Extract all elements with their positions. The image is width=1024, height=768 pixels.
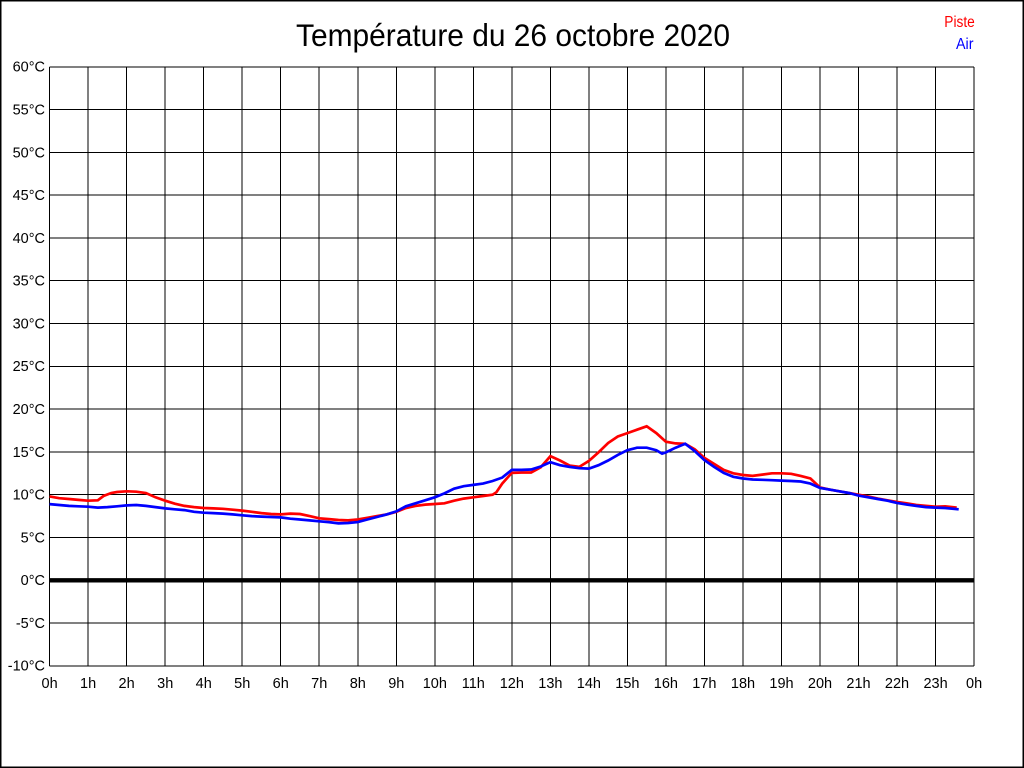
svg-text:21h: 21h (846, 676, 870, 692)
svg-text:Température du 26 octobre 2020: Température du 26 octobre 2020 (296, 17, 730, 53)
svg-text:35°C: 35°C (13, 274, 45, 290)
svg-text:15h: 15h (615, 676, 639, 692)
svg-text:12h: 12h (500, 676, 524, 692)
svg-text:25°C: 25°C (13, 359, 45, 375)
svg-text:7h: 7h (311, 676, 327, 692)
svg-text:50°C: 50°C (13, 145, 45, 161)
svg-text:0h: 0h (966, 676, 982, 692)
svg-text:18h: 18h (731, 676, 755, 692)
svg-text:14h: 14h (577, 676, 601, 692)
svg-text:55°C: 55°C (13, 103, 45, 119)
svg-text:30°C: 30°C (13, 316, 45, 332)
svg-text:-5°C: -5°C (16, 616, 45, 632)
svg-text:3h: 3h (157, 676, 173, 692)
svg-text:11h: 11h (462, 676, 485, 692)
svg-text:5°C: 5°C (21, 530, 45, 546)
svg-text:60°C: 60°C (13, 60, 45, 76)
svg-text:9h: 9h (388, 676, 404, 692)
svg-text:10°C: 10°C (13, 488, 45, 504)
svg-text:19h: 19h (769, 676, 793, 692)
svg-text:17h: 17h (692, 676, 716, 692)
svg-text:4h: 4h (196, 676, 212, 692)
svg-text:8h: 8h (350, 676, 366, 692)
svg-text:Piste: Piste (944, 14, 975, 31)
svg-text:Air: Air (956, 36, 974, 53)
svg-text:20°C: 20°C (13, 402, 45, 418)
svg-text:20h: 20h (808, 676, 832, 692)
svg-text:22h: 22h (885, 676, 909, 692)
svg-text:-10°C: -10°C (8, 659, 45, 675)
svg-text:40°C: 40°C (13, 231, 45, 247)
svg-text:16h: 16h (654, 676, 678, 692)
svg-text:10h: 10h (423, 676, 447, 692)
svg-text:13h: 13h (538, 676, 562, 692)
svg-text:0h: 0h (42, 676, 58, 692)
svg-text:0°C: 0°C (21, 573, 45, 589)
svg-text:15°C: 15°C (13, 445, 45, 461)
svg-text:45°C: 45°C (13, 188, 45, 204)
svg-text:2h: 2h (119, 676, 135, 692)
svg-text:6h: 6h (273, 676, 289, 692)
svg-text:1h: 1h (80, 676, 96, 692)
svg-text:5h: 5h (234, 676, 250, 692)
svg-text:23h: 23h (923, 676, 947, 692)
